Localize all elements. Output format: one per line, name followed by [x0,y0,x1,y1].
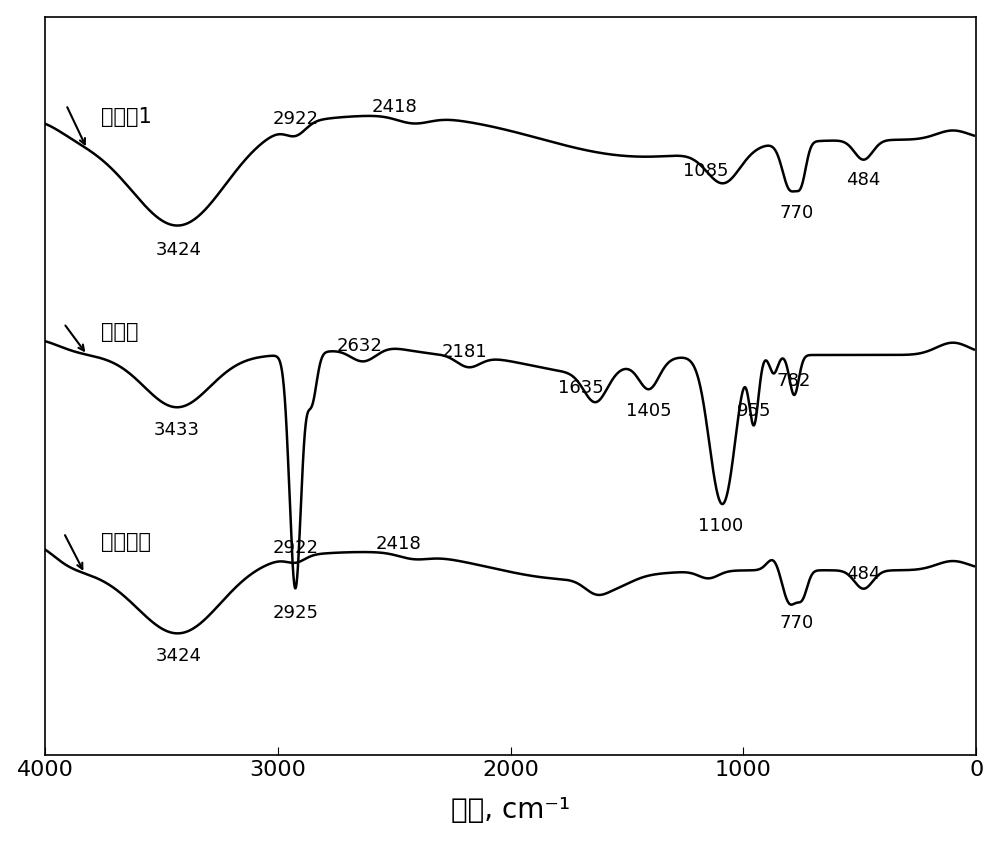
Text: 2418: 2418 [376,535,422,553]
Text: 1100: 1100 [698,517,743,535]
Text: 484: 484 [846,171,881,188]
Text: 770: 770 [780,614,814,632]
Text: 782: 782 [777,372,811,390]
Text: 770: 770 [780,204,814,222]
Text: 3424: 3424 [156,241,202,259]
Text: 1635: 1635 [558,379,603,397]
Text: 1085: 1085 [683,162,729,180]
Text: 2925: 2925 [272,604,318,621]
Text: 2418: 2418 [371,98,417,116]
X-axis label: 波数, cm⁻¹: 波数, cm⁻¹ [451,796,570,824]
Text: 2632: 2632 [336,337,382,355]
Text: 2922: 2922 [273,110,319,129]
Text: 484: 484 [846,564,881,583]
Text: 对比例: 对比例 [101,322,138,342]
Text: 3424: 3424 [156,647,202,665]
Text: 实施例1: 实施例1 [101,107,152,127]
Text: 2181: 2181 [441,343,487,361]
Text: 1405: 1405 [626,401,672,420]
Text: 纯石英沙: 纯石英沙 [101,532,151,552]
Text: 3433: 3433 [154,420,200,439]
Text: 955: 955 [737,403,771,420]
Text: 2922: 2922 [273,538,319,557]
